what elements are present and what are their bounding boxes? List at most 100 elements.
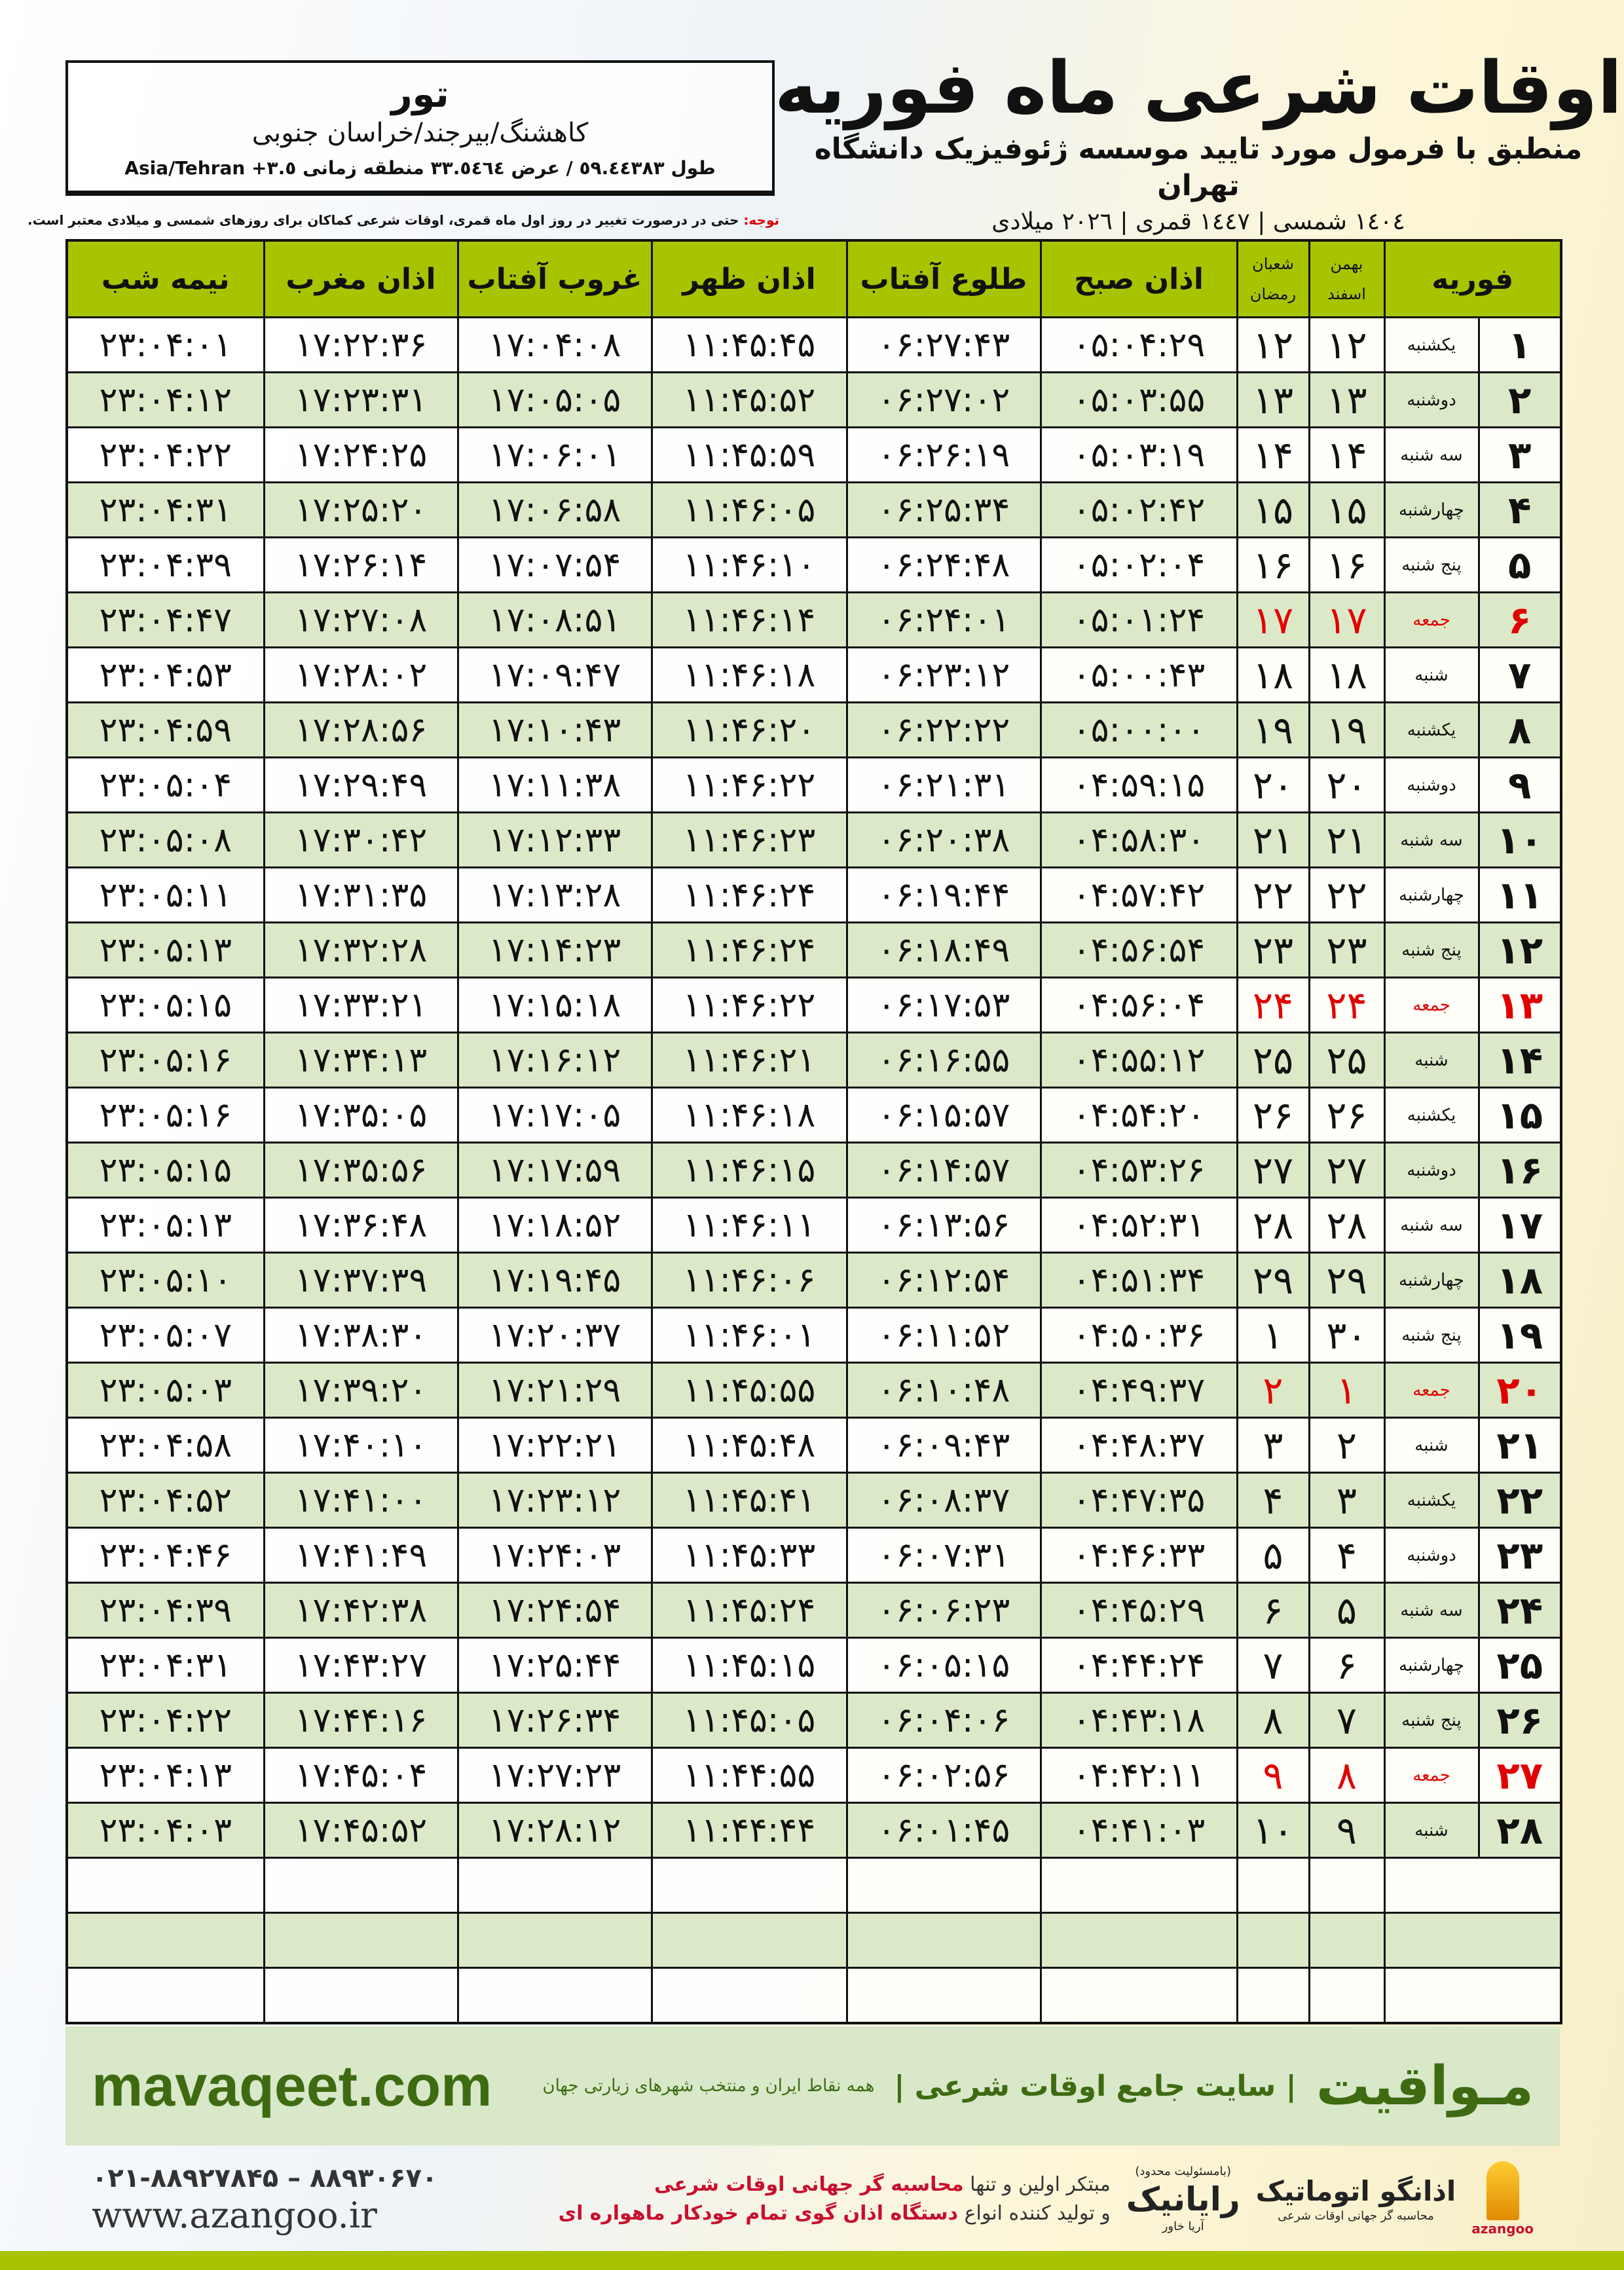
weekday-cell: شنبه xyxy=(1383,1802,1480,1859)
solar-day-cell: ۲ xyxy=(1308,1417,1386,1474)
fajr-cell: ۰۴:۵۲:۳۱ xyxy=(1039,1197,1238,1254)
solar-day-cell: ۱ xyxy=(1308,1362,1386,1419)
weekday-cell: چهارشنبه xyxy=(1383,1637,1480,1694)
sunrise-cell: ۰۶:۱۶:۵۵ xyxy=(845,1032,1042,1088)
day-cell: ۱۶ xyxy=(1477,1142,1562,1199)
prayer-times-table: فوریه بهمن اسفند شعبان رمضان اذان صبح طلوع… xyxy=(65,239,1562,2024)
solar-day-cell: ۲۵ xyxy=(1308,1032,1386,1088)
site-link[interactable]: mavaqeet.com xyxy=(92,2053,492,2118)
region-name: کاهشنگ/بیرجند/خراسان جنوبی xyxy=(251,117,589,148)
note-text: حتی در درصورت تغییر در روز اول ماه قمری،… xyxy=(28,212,744,228)
day-cell: ۸ xyxy=(1477,701,1562,758)
table-row: ۱۱ چهارشنبه ۲۲ ۲۲ ۰۴:۵۷:۴۲ ۰۶:۱۹:۴۴ ۱۱:۴۶:۲۴ ۱۷… xyxy=(65,866,1562,923)
sunset-cell: ۱۷:۲۵:۴۴ xyxy=(456,1637,653,1694)
lunar-day-cell: ۲۳ xyxy=(1236,921,1310,978)
fajr-cell: ۰۵:۰۲:۰۴ xyxy=(1039,536,1238,593)
lunar-day-cell: ۲۱ xyxy=(1236,811,1310,868)
sunrise-cell: ۰۶:۲۷:۴۳ xyxy=(845,316,1042,373)
maghrib-cell xyxy=(263,1912,459,1969)
midnight-cell xyxy=(65,1912,265,1969)
lunar-day-cell xyxy=(1236,1857,1310,1914)
sunrise-cell xyxy=(845,1912,1042,1969)
day-cell: ۱۰ xyxy=(1477,811,1562,868)
maghrib-cell: ۱۷:۲۶:۱۴ xyxy=(263,536,459,593)
sunrise-cell: ۰۶:۱۵:۵۷ xyxy=(845,1087,1042,1144)
fajr-cell: ۰۵:۰۴:۲۹ xyxy=(1039,316,1238,373)
midnight-cell: ۲۳:۰۵:۰۳ xyxy=(65,1362,265,1419)
solar-day-cell: ۴ xyxy=(1308,1527,1386,1584)
sunset-cell: ۱۷:۲۰:۳۷ xyxy=(456,1307,653,1364)
midnight-cell: ۲۳:۰۵:۱۵ xyxy=(65,1142,265,1199)
table-row: ۶ جمعه ۱۷ ۱۷ ۰۵:۰۱:۲۴ ۰۶:۲۴:۰۱ ۱۱:۴۶:۱۴ ۱۷:۰۸:۵… xyxy=(65,591,1562,648)
weekday-cell: شنبه xyxy=(1383,1417,1480,1474)
sunset-cell: ۱۷:۰۹:۴۷ xyxy=(456,646,653,703)
fajr-cell: ۰۵:۰۳:۱۹ xyxy=(1039,426,1238,483)
bottom-credits: ۰۲۱-۸۸۹۲۷۸۴۵ – ۸۸۹۳۰۶۷۰ www.azangoo.ir م… xyxy=(65,2151,1560,2246)
table-row: ۴ چهارشنبه ۱۵ ۱۵ ۰۵:۰۲:۴۲ ۰۶:۲۵:۳۴ ۱۱:۴۶:۰۵ ۱۷:… xyxy=(65,481,1562,538)
midnight-cell: ۲۳:۰۴:۵۹ xyxy=(65,701,265,758)
dhuhr-cell: ۱۱:۴۶:۱۸ xyxy=(650,646,848,703)
sunrise-cell xyxy=(845,1857,1042,1914)
day-cell: ۱۲ xyxy=(1477,921,1562,978)
fajr-cell: ۰۴:۵۹:۱۵ xyxy=(1039,756,1238,813)
day-cell xyxy=(1383,1967,1562,2024)
maghrib-cell: ۱۷:۳۸:۳۰ xyxy=(263,1307,459,1364)
dhuhr-cell: ۱۱:۴۵:۵۵ xyxy=(650,1362,848,1419)
maghrib-cell: ۱۷:۲۲:۳۶ xyxy=(263,316,459,373)
promo1b: محاسبه گر جهانی اوقات شرعی xyxy=(654,2172,964,2196)
rayanik-side: آریا خاور xyxy=(1162,2219,1204,2233)
day-cell: ۱۵ xyxy=(1477,1087,1562,1144)
dhuhr-cell: ۱۱:۴۵:۰۵ xyxy=(650,1692,848,1749)
day-cell: ۱۷ xyxy=(1477,1197,1562,1254)
mosque-dome-icon xyxy=(1486,2161,1519,2220)
fajr-cell: ۰۴:۵۴:۲۰ xyxy=(1039,1087,1238,1144)
midnight-cell: ۲۳:۰۴:۱۳ xyxy=(65,1747,265,1804)
maghrib-cell: ۱۷:۲۸:۰۲ xyxy=(263,646,459,703)
sunset-cell: ۱۷:۲۸:۱۲ xyxy=(456,1802,653,1859)
footer-band: mavaqeet.com همه نقاط ایران و منتخب شهره… xyxy=(65,2026,1560,2146)
midnight-cell: ۲۳:۰۵:۱۳ xyxy=(65,921,265,978)
midnight-cell: ۲۳:۰۴:۴۷ xyxy=(65,591,265,648)
azangoo-link[interactable]: www.azangoo.ir xyxy=(92,2194,377,2236)
header-lunar: شعبان رمضان xyxy=(1236,239,1310,318)
weekday-cell: جمعه xyxy=(1383,977,1480,1033)
sunrise-cell: ۰۶:۲۷:۰۲ xyxy=(845,371,1042,428)
brand-logo: مـواقیت xyxy=(1316,2055,1534,2117)
weekday-cell: جمعه xyxy=(1383,1747,1480,1804)
sunset-cell: ۱۷:۱۰:۴۳ xyxy=(456,701,653,758)
azangoo-mark: azangoo xyxy=(1471,2161,1560,2237)
sunrise-cell: ۰۶:۰۵:۱۵ xyxy=(845,1637,1042,1694)
solar-day-cell: ۱۳ xyxy=(1308,371,1386,428)
sunrise-cell: ۰۶:۱۱:۵۲ xyxy=(845,1307,1042,1364)
fajr-cell xyxy=(1039,1912,1238,1969)
header-lunar-bottom: رمضان xyxy=(1249,285,1297,303)
promo2a: و تولید کننده انواع xyxy=(958,2201,1111,2225)
dhuhr-cell: ۱۱:۴۵:۵۹ xyxy=(650,426,848,483)
header-block: اوقات شرعی ماه فوریه منطبق با فرمول مورد… xyxy=(775,47,1623,237)
sunset-cell: ۱۷:۱۷:۰۵ xyxy=(456,1087,653,1144)
sunset-cell xyxy=(456,1967,653,2024)
lunar-day-cell: ۲۶ xyxy=(1236,1087,1310,1144)
table-row: ۲۲ یکشنبه ۳ ۴ ۰۴:۴۷:۳۵ ۰۶:۰۸:۳۷ ۱۱:۴۵:۴۱ ۱۷:۲۳:… xyxy=(65,1472,1562,1529)
solar-day-cell: ۲۳ xyxy=(1308,921,1386,978)
weekday-cell: جمعه xyxy=(1383,1362,1480,1419)
midnight-cell: ۲۳:۰۴:۲۲ xyxy=(65,1692,265,1749)
midnight-cell: ۲۳:۰۵:۱۵ xyxy=(65,977,265,1033)
midnight-cell xyxy=(65,1857,265,1914)
sunset-cell: ۱۷:۲۴:۰۳ xyxy=(456,1527,653,1584)
weekday-cell: یکشنبه xyxy=(1383,316,1480,373)
lunar-day-cell: ۱۹ xyxy=(1236,701,1310,758)
weekday-cell: چهارشنبه xyxy=(1383,866,1480,923)
sunset-cell: ۱۷:۲۶:۳۴ xyxy=(456,1692,653,1749)
header-solar-bottom: اسفند xyxy=(1327,285,1366,303)
fajr-cell: ۰۴:۴۵:۲۹ xyxy=(1039,1582,1238,1639)
lunar-day-cell: ۱۲ xyxy=(1236,316,1310,373)
dhuhr-cell: ۱۱:۴۵:۵۲ xyxy=(650,371,848,428)
fajr-cell: ۰۵:۰۳:۵۵ xyxy=(1039,371,1238,428)
sunrise-cell: ۰۶:۱۴:۵۷ xyxy=(845,1142,1042,1199)
day-cell: ۱۸ xyxy=(1477,1252,1562,1309)
day-cell: ۲۲ xyxy=(1477,1472,1562,1529)
table-row: ۷ شنبه ۱۸ ۱۸ ۰۵:۰۰:۴۳ ۰۶:۲۳:۱۲ ۱۱:۴۶:۱۸ ۱۷:۰۹:۴… xyxy=(65,646,1562,703)
lunar-day-cell: ۲۴ xyxy=(1236,977,1310,1033)
day-cell: ۲۸ xyxy=(1477,1802,1562,1859)
